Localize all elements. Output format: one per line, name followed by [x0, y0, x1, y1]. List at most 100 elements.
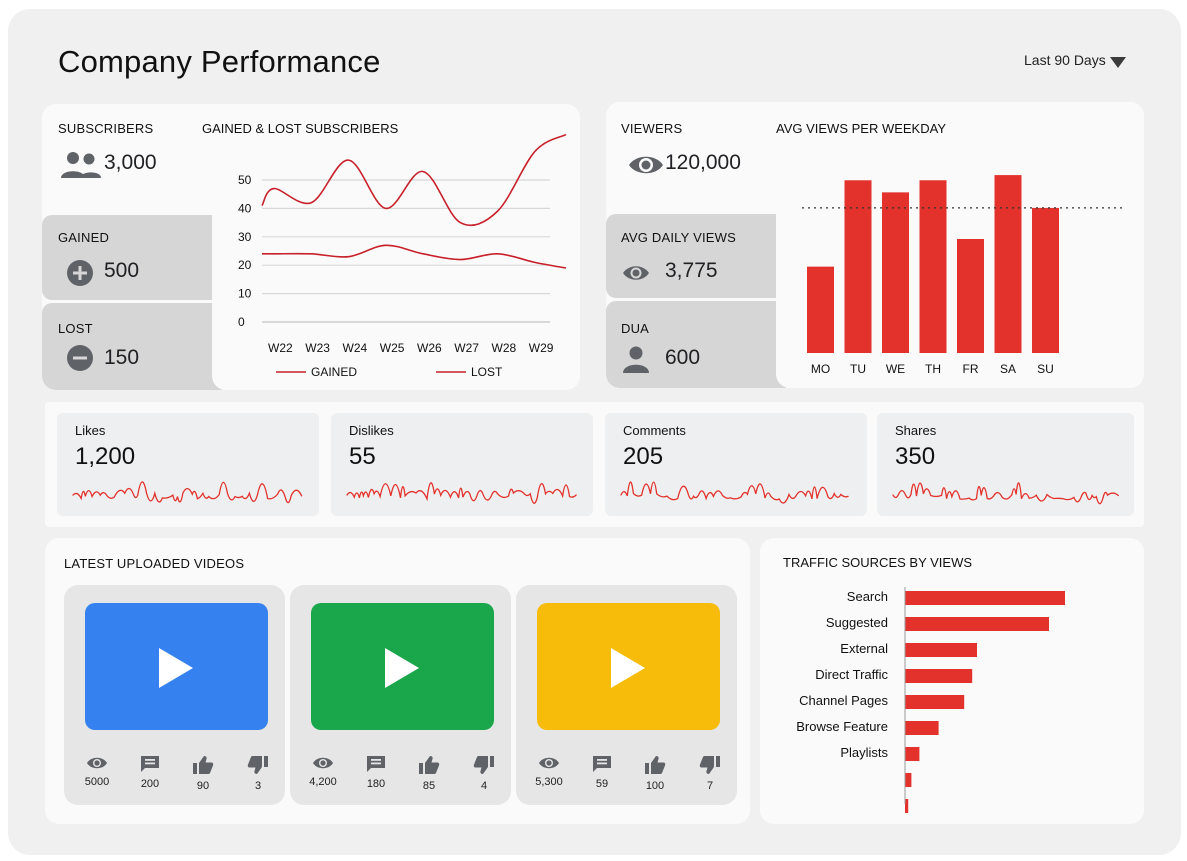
subscribers-line-chart: GAINED & LOST SUBSCRIBERS 50 40 30 20 10 0 W22… — [202, 121, 567, 379]
comment-icon — [351, 755, 401, 773]
bar-fr — [957, 239, 984, 353]
comments-stat: 180 — [351, 750, 401, 790]
likes-card: Likes 1,200 — [57, 413, 319, 516]
comments-count: 180 — [366, 778, 386, 790]
lost-label: LOST — [58, 321, 93, 336]
likes-value: 1,200 — [75, 443, 136, 470]
y-tick-label: 40 — [238, 201, 252, 215]
gained-tile — [42, 215, 222, 300]
minus-circle-icon — [67, 345, 93, 371]
views-count: 5,300 — [535, 776, 563, 788]
video-thumbnail[interactable] — [537, 603, 720, 730]
x-tick-label: W29 — [529, 341, 554, 355]
viewers-value: 120,000 — [665, 151, 741, 174]
dua-value: 600 — [665, 346, 701, 369]
traffic-label: Search — [847, 589, 888, 604]
plus-circle-icon — [67, 260, 93, 286]
comments-label: Comments — [623, 423, 686, 438]
eye-icon — [298, 755, 348, 771]
traffic-bar — [905, 643, 977, 657]
chart-title: TRAFFIC SOURCES BY VIEWS — [783, 555, 972, 570]
thumbs-down-icon — [685, 755, 735, 775]
traffic-bar — [905, 695, 965, 709]
comments-value: 205 — [623, 443, 664, 470]
thumbs-up-icon — [178, 755, 228, 775]
viewers-label: VIEWERS — [621, 121, 683, 136]
dislikes-stat: 4 — [459, 750, 509, 792]
likes-count: 85 — [422, 780, 436, 792]
comment-icon — [125, 755, 175, 773]
x-tick-label: TH — [925, 362, 941, 376]
traffic-bar — [905, 669, 973, 683]
date-range-dropdown[interactable]: Last 90 Days — [1024, 52, 1126, 68]
shares-sparkline — [892, 482, 1119, 505]
subscribers-value: 3,000 — [104, 151, 157, 174]
bar-tu — [844, 180, 872, 353]
views-stat: 5,300 — [524, 750, 574, 788]
x-tick-label: TU — [850, 362, 866, 376]
video-thumbnail[interactable] — [85, 603, 268, 730]
eye-icon — [629, 156, 663, 174]
dislikes-value: 55 — [349, 443, 376, 470]
shares-label: Shares — [895, 423, 937, 438]
traffic-bar — [905, 721, 939, 735]
person-icon — [623, 346, 649, 373]
x-tick-label: W27 — [454, 341, 479, 355]
dislikes-card: Dislikes 55 — [331, 413, 593, 516]
eye-icon — [524, 755, 574, 771]
avg-daily-views-tile — [606, 214, 786, 298]
avg-daily-views-label: AVG DAILY VIEWS — [621, 230, 736, 245]
thumbs-up-icon — [630, 755, 680, 775]
sparkline-path — [620, 481, 849, 504]
thumbs-down-icon — [459, 755, 509, 775]
traffic-label: Browse Feature — [796, 719, 888, 734]
dislikes-count: 4 — [480, 780, 488, 792]
bar-th — [919, 180, 947, 353]
traffic-label: Channel Pages — [799, 693, 888, 708]
dislikes-sparkline — [346, 482, 577, 504]
comments-sparkline — [620, 481, 849, 504]
comments-stat: 200 — [125, 750, 175, 790]
legend-label: GAINED — [311, 365, 357, 379]
bar-sa — [994, 175, 1022, 353]
video-thumbnail[interactable] — [311, 603, 494, 730]
comment-icon — [577, 755, 627, 773]
comments-count: 59 — [595, 778, 609, 790]
dislikes-stat: 7 — [685, 750, 735, 792]
bar-mo — [807, 266, 834, 353]
traffic-bar — [905, 591, 1065, 605]
play-icon — [159, 648, 193, 688]
traffic-bar — [905, 799, 909, 813]
x-tick-label: W25 — [380, 341, 405, 355]
lost-value: 150 — [104, 346, 140, 369]
views-count: 4,200 — [309, 776, 337, 788]
gained-value: 500 — [104, 259, 140, 282]
video-card: 5,300 59 100 7 — [516, 585, 737, 805]
x-tick-label: MO — [811, 362, 830, 376]
x-tick-label: W24 — [343, 341, 368, 355]
traffic-label: External — [840, 641, 888, 656]
chart-title: AVG VIEWS PER WEEKDAY — [776, 121, 946, 136]
comments-stat: 59 — [577, 750, 627, 790]
series-line-lost — [261, 244, 567, 269]
bar-su — [1032, 207, 1059, 353]
latest-videos-title: LATEST UPLOADED VIDEOS — [64, 556, 245, 571]
likes-count: 90 — [196, 780, 210, 792]
y-tick-label: 30 — [238, 230, 252, 244]
traffic-label: Direct Traffic — [815, 667, 888, 682]
x-tick-label: FR — [963, 362, 979, 376]
likes-stat: 90 — [178, 750, 228, 792]
series-line-gained — [261, 133, 567, 227]
shares-card: Shares 350 — [877, 413, 1134, 516]
x-tick-label: SU — [1037, 362, 1054, 376]
y-tick-label: 10 — [238, 287, 252, 301]
x-tick-label: WE — [886, 362, 905, 376]
views-stat: 4,200 — [298, 750, 348, 788]
dislikes-label: Dislikes — [349, 423, 394, 438]
shares-value: 350 — [895, 443, 936, 470]
comments-count: 200 — [140, 778, 160, 790]
traffic-bar — [905, 747, 920, 761]
avg-daily-views-value: 3,775 — [665, 259, 718, 282]
y-tick-label: 0 — [238, 315, 245, 329]
traffic-bar — [905, 617, 1049, 631]
